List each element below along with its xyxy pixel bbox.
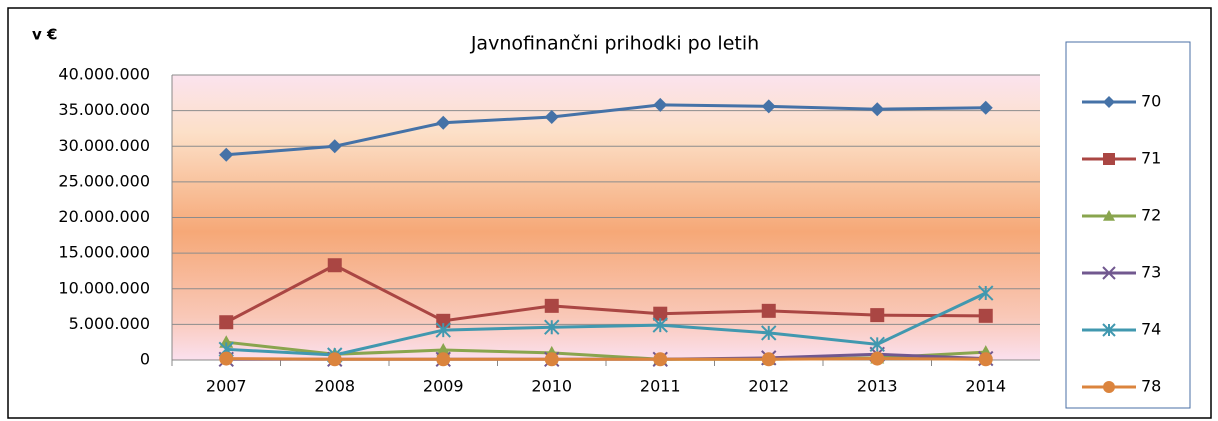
series-line — [226, 357, 986, 361]
x-tick-label: 2012 — [748, 377, 789, 396]
marker — [219, 315, 234, 330]
marker — [652, 317, 668, 333]
marker — [436, 352, 451, 367]
marker — [978, 100, 993, 115]
x-tick-label: 2007 — [206, 377, 247, 396]
legend-marker — [1103, 210, 1115, 221]
legend-marker — [1103, 381, 1115, 393]
y-tick-label: 15.000.000 — [58, 243, 150, 262]
marker — [978, 352, 993, 367]
legend-label: 71 — [1141, 149, 1161, 168]
marker — [544, 352, 559, 367]
marker — [761, 325, 777, 341]
x-tick-label: 2011 — [640, 377, 681, 396]
marker — [436, 115, 451, 130]
y-tick-label: 5.000.000 — [69, 314, 150, 333]
y-tick-label: 35.000.000 — [58, 100, 150, 119]
marker — [978, 285, 994, 301]
legend-marker — [1103, 96, 1115, 108]
legend-marker — [1102, 323, 1116, 337]
marker — [219, 351, 234, 366]
x-tick-label: 2014 — [965, 377, 1006, 396]
legend-label: 78 — [1141, 377, 1161, 396]
legend-label: 70 — [1141, 92, 1161, 111]
y-tick-label: 20.000.000 — [58, 207, 150, 226]
marker — [761, 99, 776, 114]
legend-marker — [1103, 153, 1115, 165]
x-tick-label: 2013 — [857, 377, 898, 396]
legend-label: 73 — [1141, 263, 1161, 282]
series-line — [226, 291, 987, 357]
marker — [327, 352, 342, 367]
marker — [436, 343, 451, 356]
marker — [761, 352, 776, 367]
y-tick-label: 30.000.000 — [58, 136, 150, 155]
marker — [435, 322, 451, 338]
y-tick-label: 10.000.000 — [58, 278, 150, 297]
marker — [219, 147, 234, 162]
x-tick-label: 2008 — [314, 377, 355, 396]
marker — [436, 313, 451, 328]
marker — [870, 308, 885, 323]
marker — [544, 319, 560, 335]
marker — [653, 97, 668, 112]
x-tick-label: 2010 — [531, 377, 572, 396]
y-tick-label: 0 — [140, 350, 150, 369]
chart-title: Javnofinančni prihodki po letih — [470, 33, 759, 55]
marker — [544, 110, 559, 125]
marker — [869, 336, 885, 353]
marker — [327, 258, 342, 273]
marker — [978, 308, 993, 323]
marker — [761, 303, 776, 318]
series-line — [226, 103, 986, 157]
series-line — [225, 263, 986, 324]
y-tick-label: 25.000.000 — [58, 171, 150, 190]
y-axis-label: v € — [32, 26, 57, 44]
marker — [653, 352, 668, 367]
x-tick-label: 2009 — [423, 377, 464, 396]
legend-box — [1065, 41, 1191, 409]
marker — [544, 298, 559, 313]
legend-marker — [1102, 266, 1116, 280]
legend-label: 72 — [1141, 206, 1161, 225]
y-tick-label: 40.000.000 — [58, 65, 150, 84]
marker — [870, 351, 885, 366]
marker — [870, 102, 885, 117]
legend-label: 74 — [1141, 320, 1161, 339]
marker — [327, 139, 342, 154]
marker — [653, 306, 668, 321]
